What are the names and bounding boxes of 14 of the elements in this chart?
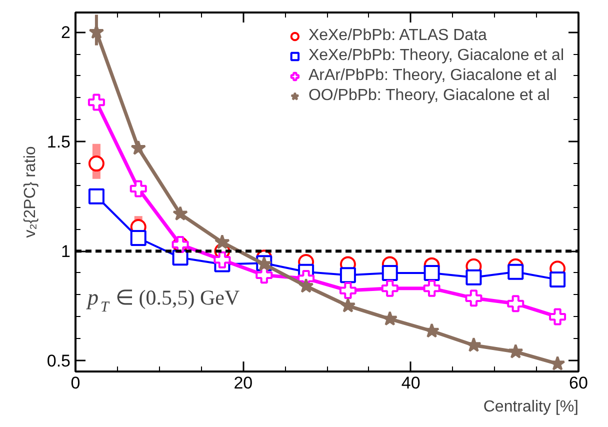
y-axis-title: v₂{2PC} ratio: [22, 146, 39, 238]
y-tick-label: 2: [61, 23, 71, 42]
x-axis-title: Centrality [%]: [483, 398, 578, 416]
x-tick-label: 0: [70, 374, 80, 392]
y-tick-label: 1: [61, 242, 71, 262]
y-tick-label: 1.5: [46, 132, 71, 152]
x-tick-label: 20: [234, 374, 253, 392]
y-tick-label: 0.5: [46, 352, 71, 371]
x-tick-label: 40: [401, 374, 420, 392]
x-tick-label: 60: [569, 374, 588, 392]
legend-label: XeXe/PbPb: Theory, Giacalone et al: [308, 47, 564, 65]
legend-label: OO/PbPb: Theory, Giacalone et al: [308, 87, 550, 105]
legend-label: XeXe/PbPb: ATLAS Data: [308, 27, 487, 45]
legend-label: ArAr/PbPb: Theory, Giacalone et al: [308, 67, 557, 85]
